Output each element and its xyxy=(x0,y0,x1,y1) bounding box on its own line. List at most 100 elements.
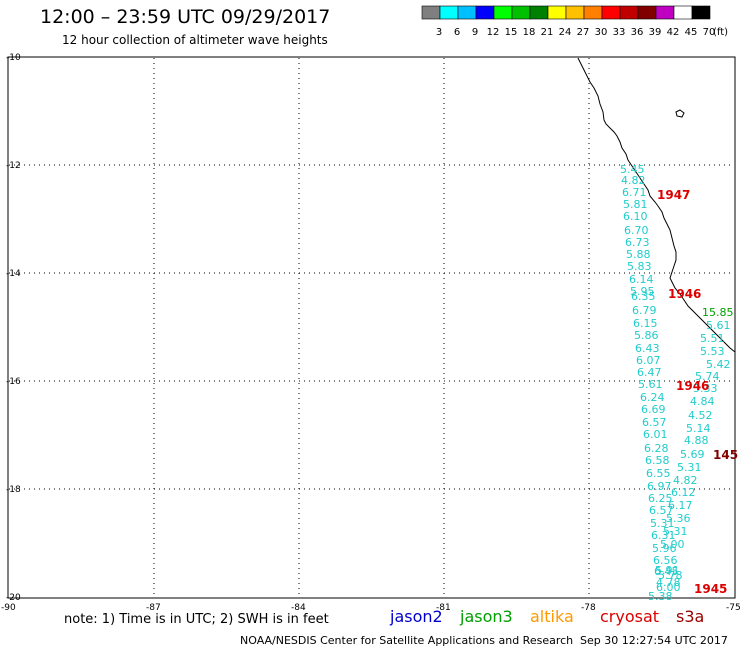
wave-height-value: 6.71 xyxy=(622,186,647,199)
lat-label: -18 xyxy=(6,485,21,495)
wave-height-value: 6.47 xyxy=(637,366,662,379)
color-scale-unit: (ft) xyxy=(713,27,728,38)
pass-time-label: 1946 xyxy=(676,379,709,393)
color-scale-label: 21 xyxy=(541,27,554,38)
lat-label: -10 xyxy=(6,53,21,63)
color-scale-legend: 3 6 9 12 15 18 21 24 27 30 33 36 39 42 45 70(ft) xyxy=(421,5,728,38)
wave-height-value: 5.91 xyxy=(655,564,680,577)
wave-height-value: 6.35 xyxy=(631,290,656,303)
color-scale-label: 36 xyxy=(631,27,644,38)
map-grid xyxy=(9,58,734,597)
color-scale-label: 33 xyxy=(613,27,626,38)
wave-height-value: 5.86 xyxy=(634,329,659,342)
wave-height-value: 5.95 xyxy=(630,285,655,298)
wave-height-value: 5.38 xyxy=(648,590,673,603)
wave-height-value: 5.36 xyxy=(666,512,691,525)
color-scale-label: 12 xyxy=(487,27,500,38)
wave-height-value: 5.31 xyxy=(650,517,675,530)
satellite-legend-s3a: s3a xyxy=(676,607,705,626)
lat-label: -14 xyxy=(6,269,21,279)
color-scale-label: 45 xyxy=(685,27,698,38)
wave-height-value: 6.15 xyxy=(633,317,658,330)
wave-height-value: 6.28 xyxy=(644,442,669,455)
wave-height-value: 6.55 xyxy=(646,467,671,480)
wave-height-value: 6.45 xyxy=(654,565,679,578)
wave-height-value: 4.88 xyxy=(684,434,709,447)
wave-height-value: 5.42 xyxy=(706,358,731,371)
pass-time-label: 1947 xyxy=(657,188,690,202)
pass-time-labels: 1947 1946 1946 145 1945 xyxy=(657,188,738,596)
color-scale-label: 39 xyxy=(649,27,662,38)
wave-height-value: 6.56 xyxy=(653,554,678,567)
wave-height-value: 6.24 xyxy=(640,391,665,404)
wave-height-value: 5.61 xyxy=(638,378,663,391)
wave-height-value: 6.25 xyxy=(648,492,673,505)
pass-time-label: 1945 xyxy=(694,582,727,596)
lon-label: -75 xyxy=(726,603,740,613)
wave-height-value: 6.10 xyxy=(623,210,648,223)
color-scale-label: 18 xyxy=(523,27,536,38)
wave-height-value: 6.69 xyxy=(641,403,666,416)
wave-height-value: 5.31 xyxy=(663,525,688,538)
wave-height-value: 5.69 xyxy=(680,448,705,461)
wave-height-value: 6.58 xyxy=(645,454,670,467)
satellite-legend-jason3: jason3 xyxy=(460,607,513,626)
wave-height-value: 6.14 xyxy=(629,273,654,286)
wave-height-value: 5.31 xyxy=(677,461,702,474)
wave-height-value: 5.88 xyxy=(626,248,651,261)
lon-label: -87 xyxy=(146,603,161,613)
lon-label: -78 xyxy=(581,603,596,613)
satellite-legend-cryosat: cryosat xyxy=(600,607,660,626)
wave-height-value: 5.45 xyxy=(620,163,645,176)
satellite-legend-jason2: jason2 xyxy=(390,607,443,626)
color-scale-label: 9 xyxy=(472,27,478,38)
wave-height-value: 5.74 xyxy=(695,370,720,383)
wave-height-value: 6.70 xyxy=(624,224,649,237)
lat-label: -12 xyxy=(6,161,21,171)
map-frame xyxy=(7,56,736,599)
wave-height-value: 15.85 xyxy=(702,306,734,319)
wave-height-value: 5.78 xyxy=(658,569,683,582)
page-title: 12:00 – 23:59 UTC 09/29/2017 xyxy=(40,6,331,28)
color-scale-label: 70 xyxy=(703,27,716,38)
island xyxy=(675,109,685,118)
wave-height-value: 6.57 xyxy=(642,416,667,429)
wave-height-value: 6.00 xyxy=(656,581,681,594)
coastline xyxy=(577,57,736,353)
wave-height-value: 4.84 xyxy=(690,395,715,408)
wave-height-value: 5.96 xyxy=(652,542,677,555)
wave-height-value: 4.78 xyxy=(656,576,681,589)
pass-time-label: 145 xyxy=(713,448,738,462)
wave-height-value: 5.53 xyxy=(700,345,725,358)
wave-height-value: 6.12 xyxy=(671,486,696,499)
wave-height-value: 5.33 xyxy=(693,382,718,395)
pass-time-label: 1946 xyxy=(668,287,701,301)
color-swatch xyxy=(691,5,711,20)
wave-height-value: 6.43 xyxy=(635,342,660,355)
wave-height-labels: 5.454.826.715.816.106.706.735.885.836.14… xyxy=(620,163,734,603)
color-scale-label: 15 xyxy=(505,27,518,38)
footer-timestamp: Sep 30 12:27:54 UTC 2017 xyxy=(580,634,728,647)
color-scale-label: 30 xyxy=(595,27,608,38)
color-scale-label: 3 xyxy=(436,27,442,38)
wave-height-value: 4.82 xyxy=(621,174,646,187)
wave-height-value: 6.73 xyxy=(625,236,650,249)
wave-height-value: 5.00 xyxy=(660,538,685,551)
wave-height-value: 6.31 xyxy=(651,529,676,542)
wave-height-value: 6.57 xyxy=(649,504,674,517)
color-scale-label: 6 xyxy=(454,27,460,38)
lat-label: -16 xyxy=(6,377,21,387)
color-scale-label: 24 xyxy=(559,27,572,38)
wave-height-value: 6.97 xyxy=(647,480,672,493)
wave-height-value: 6.01 xyxy=(643,428,668,441)
wave-height-value: 4.82 xyxy=(673,474,698,487)
lon-label: -84 xyxy=(291,603,306,613)
wave-height-value: 5.61 xyxy=(706,319,731,332)
lon-label: -81 xyxy=(436,603,451,613)
wave-height-value: 5.14 xyxy=(686,422,711,435)
wave-height-value: 4.52 xyxy=(688,409,713,422)
color-scale-label: 27 xyxy=(577,27,590,38)
footer-credit: NOAA/NESDIS Center for Satellite Applica… xyxy=(240,634,574,647)
wave-height-value: 5.81 xyxy=(623,198,648,211)
